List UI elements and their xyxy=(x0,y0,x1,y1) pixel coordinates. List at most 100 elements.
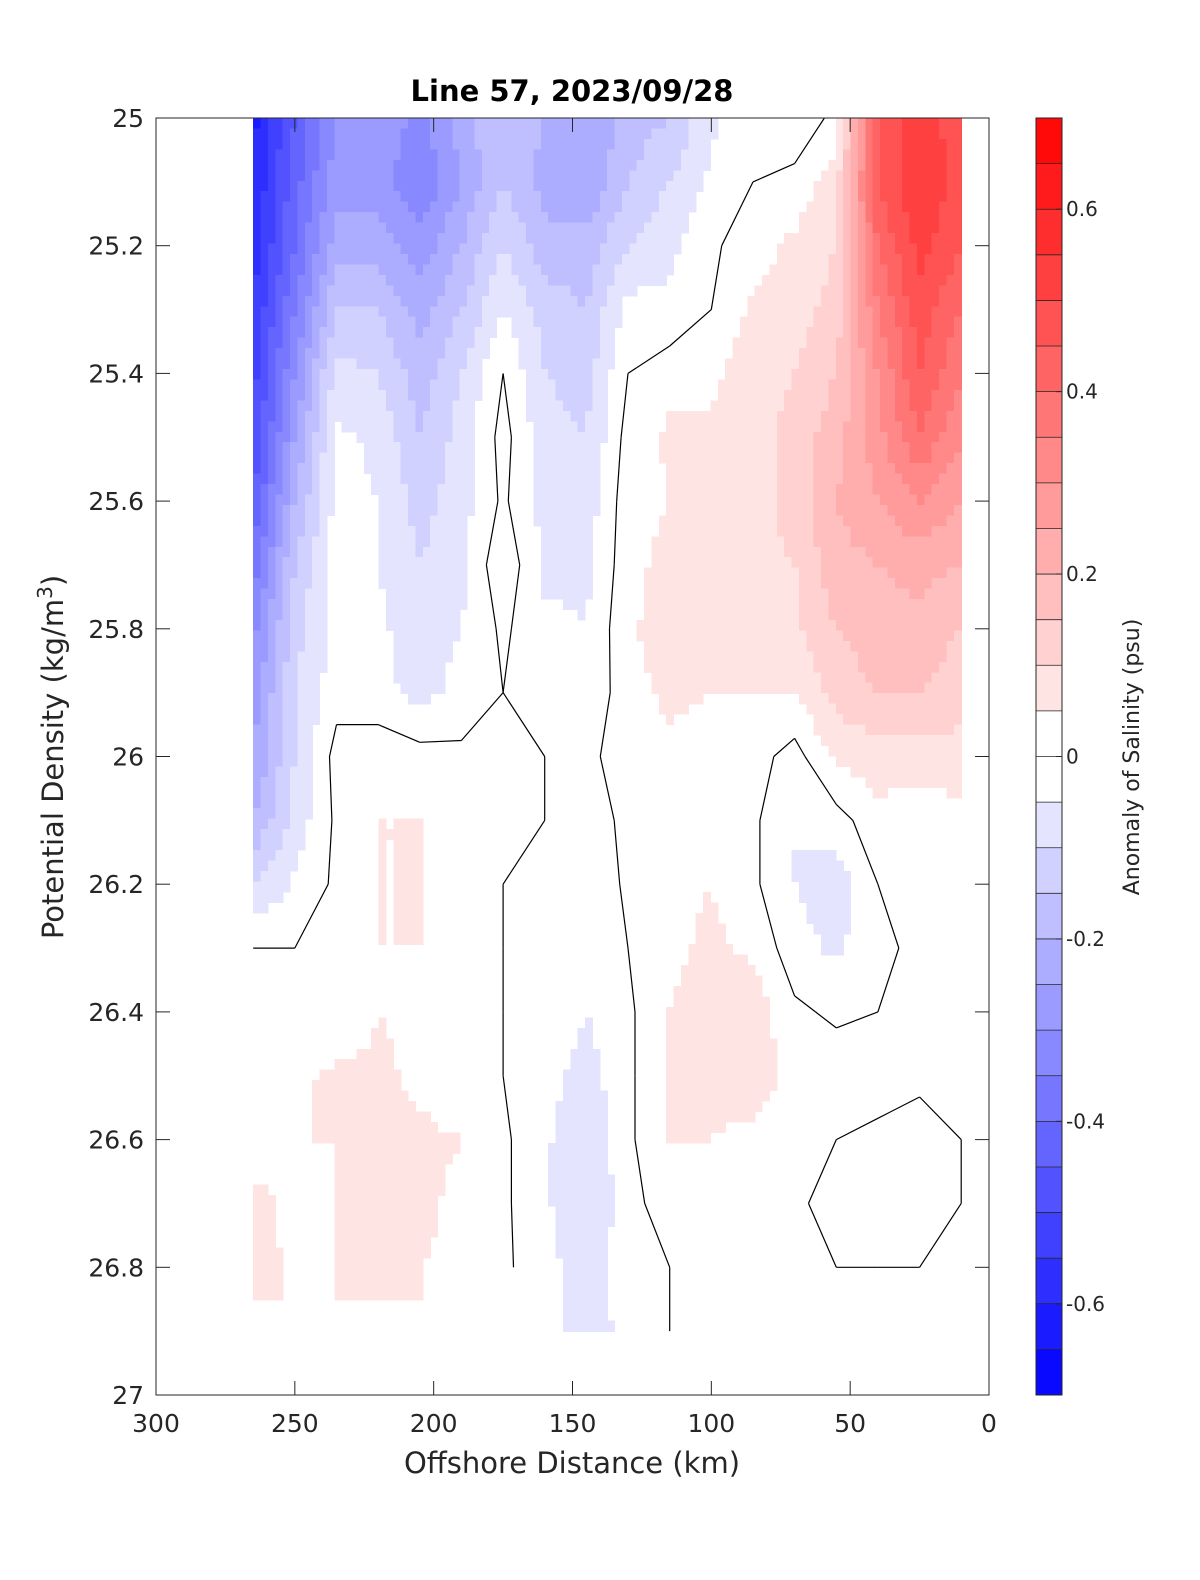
field-cell xyxy=(953,191,962,203)
field-cell xyxy=(540,180,549,192)
field-cell xyxy=(931,118,940,130)
field-cell xyxy=(304,745,313,757)
field-cell xyxy=(282,128,291,140)
field-cell xyxy=(408,463,417,475)
field-cell xyxy=(533,484,542,496)
field-cell xyxy=(290,599,299,611)
field-cell xyxy=(290,295,299,307)
field-cell xyxy=(850,599,859,611)
field-cell xyxy=(806,651,815,663)
field-cell xyxy=(275,128,284,140)
field-cell xyxy=(459,369,468,381)
field-cell xyxy=(887,745,896,757)
field-cell xyxy=(415,369,424,381)
field-cell xyxy=(444,264,453,276)
field-cell xyxy=(629,285,638,297)
field-cell xyxy=(813,630,822,642)
field-cell xyxy=(850,212,859,224)
field-cell xyxy=(754,609,763,621)
field-cell xyxy=(400,672,409,684)
field-cell xyxy=(835,316,844,328)
field-cell xyxy=(939,693,948,705)
field-cell xyxy=(585,222,594,234)
field-cell xyxy=(798,222,807,234)
field-cell xyxy=(496,128,505,140)
field-cell xyxy=(408,902,417,914)
field-cell xyxy=(953,735,962,747)
field-cell xyxy=(503,180,512,192)
field-cell xyxy=(703,996,712,1008)
field-cell xyxy=(253,484,262,496)
field-cell xyxy=(798,881,807,893)
field-cell xyxy=(939,170,948,182)
field-cell xyxy=(747,682,756,694)
field-cell xyxy=(570,452,579,464)
field-cell xyxy=(304,264,313,276)
field-cell xyxy=(282,870,291,883)
field-cell xyxy=(880,473,889,485)
field-cell xyxy=(437,212,446,224)
field-cell xyxy=(688,525,697,537)
field-cell xyxy=(673,170,682,182)
field-cell xyxy=(880,442,889,454)
field-cell xyxy=(577,1027,586,1039)
field-cell xyxy=(798,243,807,255)
field-cell xyxy=(821,557,830,569)
field-cell xyxy=(946,149,955,161)
field-cell xyxy=(422,672,431,684)
field-cell xyxy=(666,578,675,590)
field-cell xyxy=(341,128,350,140)
field-cell xyxy=(326,212,335,224)
field-cell xyxy=(393,1121,402,1134)
field-cell xyxy=(673,473,682,485)
field-cell xyxy=(872,463,881,475)
field-cell xyxy=(570,431,579,443)
field-cell xyxy=(415,599,424,611)
field-cell xyxy=(562,191,571,203)
field-cell xyxy=(282,557,291,569)
field-cell xyxy=(725,463,734,475)
field-cell xyxy=(570,212,579,224)
field-cell xyxy=(267,567,276,579)
field-cell xyxy=(739,358,748,370)
field-cell xyxy=(931,369,940,381)
field-cell xyxy=(393,1080,402,1092)
field-cell xyxy=(939,714,948,726)
field-cell xyxy=(725,421,734,433)
field-cell xyxy=(585,1111,594,1123)
field-cell xyxy=(680,599,689,611)
field-cell xyxy=(577,222,586,234)
field-cell xyxy=(267,525,276,537)
field-cell xyxy=(924,421,933,433)
field-cell xyxy=(260,567,269,579)
field-cell xyxy=(452,149,461,161)
field-cell xyxy=(275,787,284,799)
field-cell xyxy=(909,379,918,391)
field-cell xyxy=(415,191,424,203)
field-cell xyxy=(371,306,380,318)
field-cell xyxy=(872,588,881,600)
field-cell xyxy=(614,138,623,150)
field-cell xyxy=(843,452,852,464)
field-cell xyxy=(939,745,948,757)
field-cell xyxy=(865,546,874,558)
field-cell xyxy=(710,442,719,454)
field-cell xyxy=(459,536,468,548)
field-cell xyxy=(695,1017,704,1029)
field-cell xyxy=(931,494,940,506)
field-cell xyxy=(459,253,468,266)
field-cell xyxy=(496,285,505,297)
field-cell xyxy=(592,494,601,506)
field-cell xyxy=(385,222,394,234)
field-cell xyxy=(356,285,365,297)
field-cell xyxy=(282,693,291,705)
field-cell xyxy=(673,609,682,621)
field-cell xyxy=(850,766,859,778)
field-cell xyxy=(629,159,638,171)
field-cell xyxy=(680,682,689,694)
field-cell xyxy=(865,369,874,381)
field-cell xyxy=(644,253,653,266)
field-cell xyxy=(408,264,417,276)
field-cell xyxy=(791,619,800,632)
field-cell xyxy=(577,1080,586,1092)
